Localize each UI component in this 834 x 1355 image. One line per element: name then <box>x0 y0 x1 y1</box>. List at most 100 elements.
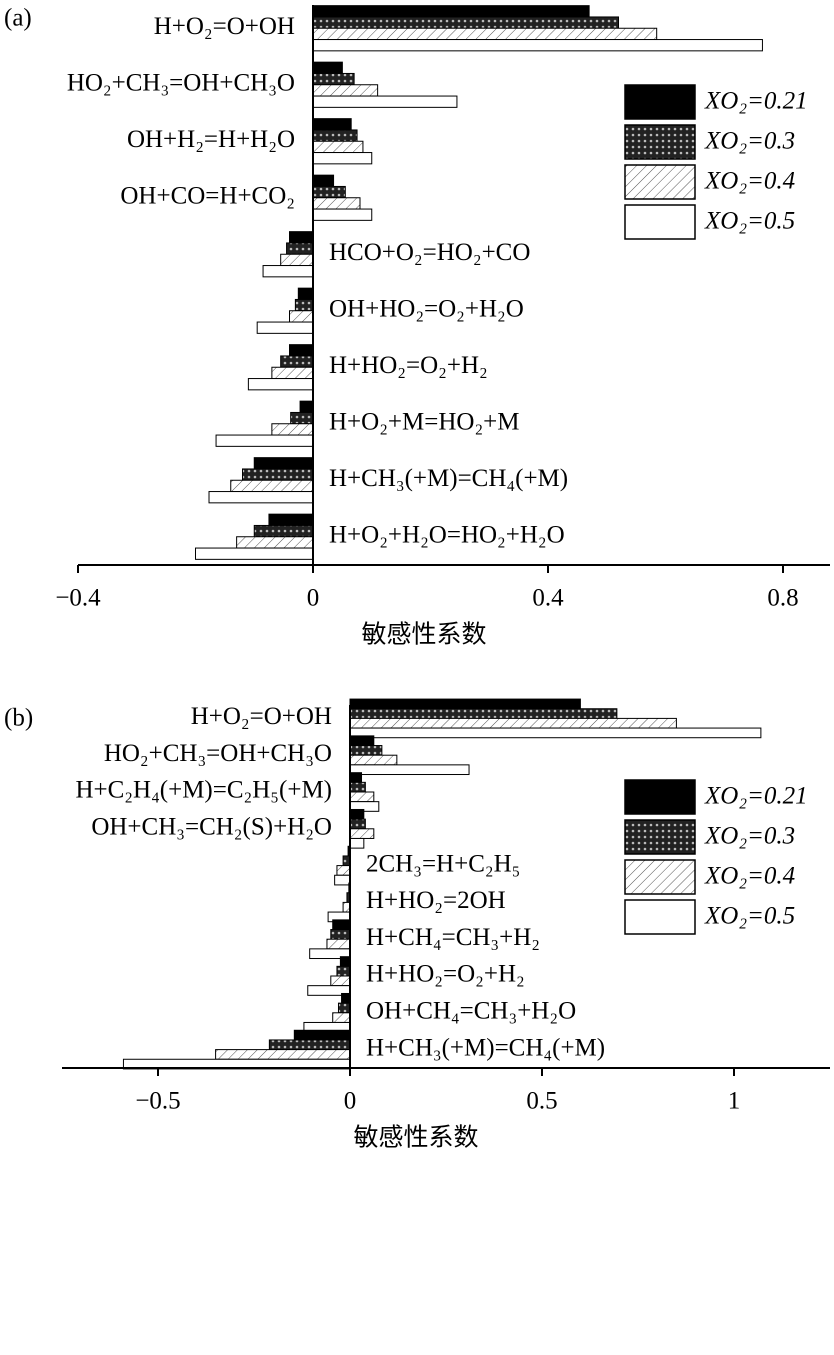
bar <box>332 919 351 931</box>
category-label: OH+CH₃=CH₂(S)+H₂O <box>91 814 332 841</box>
bar <box>349 717 677 729</box>
bar <box>297 287 314 300</box>
bar <box>349 772 363 783</box>
bar <box>312 61 343 74</box>
bar <box>271 366 314 380</box>
bar <box>349 837 365 849</box>
category-label: H+CH₃(+M)=CH₄(+M) <box>366 1034 605 1061</box>
category-label: H+CH₄=CH₃+H₂ <box>366 924 540 951</box>
bar <box>289 231 314 244</box>
legend-label: XO₂=0.21 <box>704 783 808 810</box>
bar <box>286 242 314 255</box>
bar <box>342 901 351 913</box>
bar <box>312 197 361 210</box>
bar <box>271 423 314 436</box>
bar <box>215 434 314 447</box>
category-label: H+O₂+M=HO₂+M <box>329 408 520 435</box>
bar <box>312 27 658 41</box>
category-label: HO₂+CH₃=OH+CH₃O <box>67 69 295 96</box>
bar <box>330 975 351 987</box>
x-tick-label: −0.5 <box>135 1088 180 1115</box>
bar <box>312 16 619 29</box>
x-tick-label: 0.8 <box>767 585 798 612</box>
bar <box>247 378 314 391</box>
x-tick-label: 1 <box>728 1088 741 1115</box>
category-label: H+O₂+H₂O=HO₂+H₂O <box>329 521 565 548</box>
legend-label: XO₂=0.3 <box>704 823 795 850</box>
bar <box>349 808 365 820</box>
x-tick-label: 0.5 <box>526 1088 557 1115</box>
bar <box>253 457 314 470</box>
bar <box>336 865 351 876</box>
bar <box>215 1049 351 1060</box>
bar <box>312 185 346 199</box>
bar <box>349 698 581 710</box>
bar <box>299 400 314 413</box>
bar <box>312 118 352 131</box>
bar <box>349 754 398 766</box>
bar <box>349 735 375 747</box>
bar <box>312 5 590 18</box>
bar <box>268 1039 351 1051</box>
bar <box>242 468 314 481</box>
bar <box>289 344 314 357</box>
bar <box>312 39 763 52</box>
bar <box>341 992 351 1004</box>
bar <box>339 956 351 967</box>
bar <box>280 355 314 368</box>
x-tick-label: 0 <box>344 1088 357 1115</box>
category-label: OH+CH₄=CH₃+H₂O <box>366 998 576 1025</box>
bar <box>332 1012 351 1023</box>
bar <box>326 938 351 950</box>
category-label: H+CH₃(+M)=CH₄(+M) <box>329 465 568 492</box>
x-axis-label: 敏感性系数 <box>353 1124 478 1152</box>
bar <box>236 536 314 549</box>
category-label: H+O₂=O+OH <box>154 13 295 40</box>
category-label: H+C₂H₄(+M)=C₂H₅(+M) <box>75 777 332 804</box>
legend-swatch <box>624 859 696 895</box>
bar <box>349 764 470 776</box>
bar <box>230 479 314 493</box>
legend-swatch <box>624 779 696 815</box>
bar <box>330 929 351 940</box>
category-label: H+HO₂=2OH <box>366 887 506 914</box>
x-tick-label: 0.4 <box>532 585 564 612</box>
bar <box>195 547 314 560</box>
bar <box>293 1029 351 1041</box>
bar <box>349 708 618 719</box>
bar <box>312 129 358 142</box>
bar <box>312 174 335 187</box>
bar <box>349 781 366 793</box>
category-label: H+O₂=O+OH <box>191 703 332 730</box>
category-label: 2CH₃=H+C₂H₅ <box>366 850 520 877</box>
legend-swatch <box>624 899 696 935</box>
legend-label: XO₂=0.21 <box>704 88 808 115</box>
bar <box>289 310 314 323</box>
bar <box>349 818 366 830</box>
bar <box>349 727 762 739</box>
legend-label: XO₂=0.4 <box>704 168 795 195</box>
bar <box>312 208 373 221</box>
legend-label: XO₂=0.5 <box>704 903 795 930</box>
bar <box>312 152 373 165</box>
bar <box>349 745 383 756</box>
legend-swatch <box>624 164 696 200</box>
x-tick-label: 0 <box>307 585 320 612</box>
legend-label: XO₂=0.3 <box>704 128 795 155</box>
bar <box>256 321 314 334</box>
bar <box>294 298 314 312</box>
bar <box>349 828 375 839</box>
category-label: HCO+O₂=HO₂+CO <box>329 239 530 266</box>
x-axis-label: 敏感性系数 <box>361 621 486 649</box>
x-tick-label: −0.4 <box>55 585 101 612</box>
legend-label: XO₂=0.4 <box>704 863 795 890</box>
bar <box>342 855 351 867</box>
legend-label: XO₂=0.5 <box>704 208 795 235</box>
bar <box>337 1002 351 1014</box>
bar <box>312 84 379 97</box>
legend-swatch <box>624 124 696 160</box>
category-label: OH+CO=H+CO₂ <box>120 182 295 209</box>
bar <box>312 72 355 86</box>
